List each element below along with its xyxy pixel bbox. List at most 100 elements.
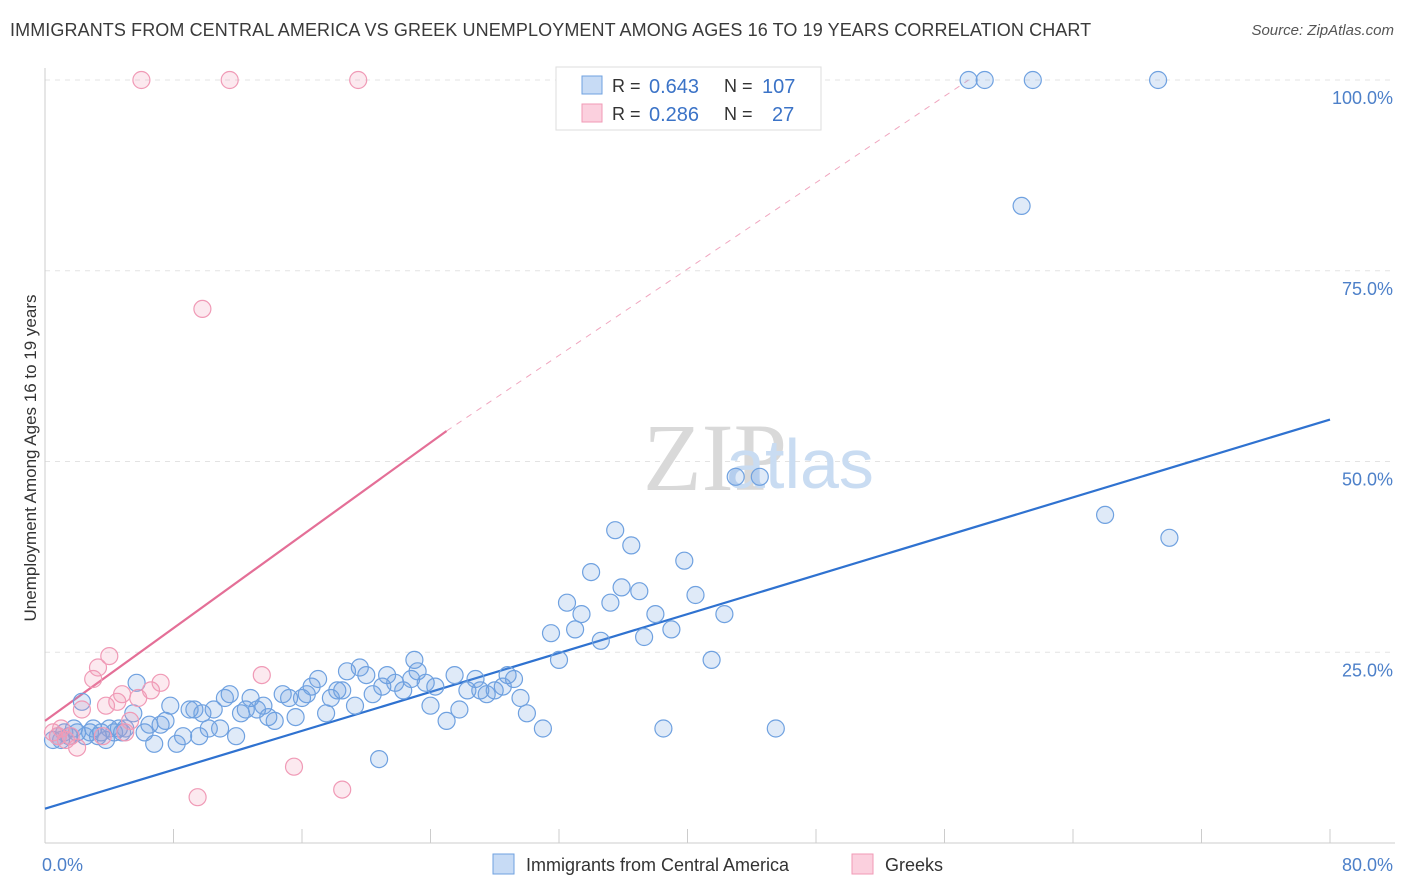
- point-central-america: [601, 593, 620, 612]
- point-central-america: [426, 677, 445, 696]
- scatter-points: [43, 70, 1179, 807]
- y-tick-label: 50.0%: [1342, 470, 1393, 490]
- bottom-legend-swatch-pink: [851, 853, 874, 875]
- point-central-america: [662, 620, 681, 639]
- point-greeks: [100, 646, 119, 666]
- point-greeks: [220, 70, 239, 90]
- y-axis-label: Unemployment Among Ages 16 to 19 years: [21, 295, 40, 622]
- point-central-america: [630, 582, 649, 601]
- point-central-america: [405, 650, 424, 670]
- trend-lines: [44, 79, 1331, 810]
- point-central-america: [1012, 196, 1031, 215]
- point-central-america: [541, 624, 561, 643]
- point-greeks: [88, 658, 108, 677]
- stats-legend: R = 0.643 N = 107 R = 0.286 N = 27: [555, 66, 822, 131]
- axes: [44, 68, 1395, 844]
- point-central-america: [702, 650, 721, 670]
- point-central-america: [591, 631, 610, 650]
- point-central-america: [227, 727, 246, 746]
- legend-r-value-2: 0.286: [649, 104, 699, 126]
- bottom-legend-swatch-blue: [492, 853, 515, 875]
- point-greeks: [151, 673, 170, 692]
- point-central-america: [606, 521, 625, 540]
- point-central-america: [345, 696, 365, 715]
- point-central-america: [254, 696, 273, 715]
- legend-swatch-blue: [581, 75, 603, 95]
- point-central-america: [211, 719, 230, 738]
- point-central-america: [328, 681, 347, 700]
- point-central-america: [715, 604, 734, 624]
- point-central-america: [309, 669, 328, 689]
- y-tick-labels: 25.0% 50.0% 75.0% 100.0%: [1332, 88, 1393, 680]
- watermark-zip: ZIP: [643, 404, 787, 511]
- point-greeks: [284, 757, 304, 776]
- point-central-america: [581, 562, 601, 582]
- trend-line-greeks-extension: [446, 79, 969, 432]
- point-greeks: [72, 700, 92, 719]
- point-central-america: [1095, 505, 1115, 525]
- legend-r-label-2: R =: [612, 104, 641, 124]
- legend-swatch-pink: [581, 103, 603, 123]
- point-central-america: [557, 593, 577, 612]
- point-central-america: [220, 685, 239, 704]
- point-central-america: [686, 585, 705, 605]
- point-central-america: [350, 658, 369, 677]
- series-legend: Immigrants from Central America Greeks: [492, 853, 943, 875]
- chart-title: IMMIGRANTS FROM CENTRAL AMERICA VS GREEK…: [10, 20, 1092, 40]
- bottom-legend-label-blue: Immigrants from Central America: [526, 855, 790, 875]
- y-tick-label: 25.0%: [1342, 660, 1393, 680]
- y-tick-label: 100.0%: [1332, 88, 1393, 108]
- point-central-america: [504, 669, 524, 689]
- point-central-america: [450, 700, 469, 719]
- point-central-america: [572, 604, 591, 624]
- point-central-america: [654, 719, 673, 738]
- point-central-america: [533, 719, 553, 738]
- source-label: Source: ZipAtlas.com: [1251, 22, 1394, 39]
- point-greeks: [112, 685, 132, 704]
- point-central-america: [437, 711, 456, 731]
- legend-n-label-2: N =: [724, 104, 753, 124]
- point-greeks: [93, 727, 112, 746]
- bottom-legend-label-pink: Greeks: [885, 855, 943, 875]
- legend-n-label-1: N =: [724, 76, 753, 96]
- legend-n-value-1: 107: [762, 76, 795, 98]
- point-greeks: [121, 711, 140, 731]
- point-central-america: [161, 696, 180, 715]
- point-greeks: [84, 669, 103, 689]
- point-central-america: [511, 688, 530, 708]
- x-tick-label: 80.0%: [1342, 855, 1393, 875]
- point-central-america: [675, 551, 694, 570]
- point-greeks: [51, 719, 71, 738]
- point-greeks: [193, 299, 212, 318]
- point-central-america: [145, 734, 164, 753]
- point-central-america: [302, 677, 321, 696]
- point-greeks: [141, 681, 161, 700]
- point-central-america: [265, 711, 284, 731]
- point-central-america: [612, 578, 631, 597]
- gridlines: [45, 79, 1395, 653]
- y-tick-label: 75.0%: [1342, 279, 1393, 299]
- point-greeks: [67, 738, 87, 757]
- point-central-america: [286, 707, 305, 727]
- point-central-america: [204, 700, 223, 719]
- point-central-america: [317, 704, 336, 723]
- x-tick-labels: 0.0% 80.0%: [42, 855, 1393, 875]
- point-central-america: [750, 467, 769, 486]
- point-central-america: [193, 704, 212, 723]
- point-central-america: [190, 727, 209, 746]
- point-central-america: [280, 688, 299, 708]
- point-central-america: [167, 734, 186, 753]
- watermark-atlas: atlas: [726, 425, 874, 503]
- point-central-america: [466, 669, 485, 689]
- point-greeks: [132, 70, 151, 90]
- point-central-america: [357, 665, 376, 685]
- point-central-america: [622, 536, 641, 555]
- point-central-america: [421, 696, 440, 715]
- point-central-america: [726, 467, 745, 486]
- point-greeks: [188, 788, 207, 807]
- point-central-america: [370, 749, 389, 769]
- point-central-america: [975, 70, 994, 90]
- legend-r-value-1: 0.643: [649, 76, 699, 98]
- point-central-america: [1023, 70, 1042, 90]
